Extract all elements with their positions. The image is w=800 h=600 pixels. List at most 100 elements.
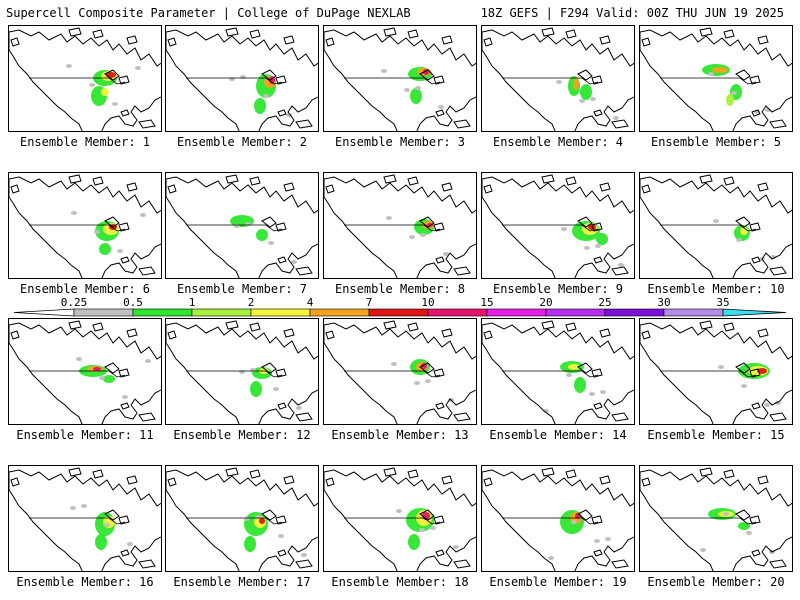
scp-contour-area [256, 229, 268, 241]
ensemble-member-map [323, 25, 477, 132]
ensemble-member-label: Ensemble Member: 20 [647, 575, 785, 589]
scp-low-value-area [122, 395, 128, 399]
us-canada-border [186, 224, 283, 232]
scp-low-value-area [145, 359, 151, 363]
colorbar-segment [486, 308, 547, 317]
ensemble-member-map [165, 172, 319, 279]
coastline [640, 29, 792, 131]
colorbar-segment [191, 308, 252, 317]
scp-contour-area [580, 84, 592, 100]
us-canada-border [660, 224, 757, 232]
map-title: Supercell Composite Parameter | College … [6, 6, 411, 20]
ensemble-member-label: Ensemble Member: 6 [19, 282, 151, 296]
scp-low-value-area [112, 102, 118, 106]
us-canada-border [29, 224, 126, 232]
lakes-and-islands [641, 320, 787, 422]
scp-low-value-area [273, 387, 279, 391]
scp-low-value-area [70, 506, 76, 510]
us-canada-border [344, 224, 441, 232]
scp-low-value-area [718, 365, 724, 369]
scp-low-value-area [99, 376, 105, 380]
coastline [166, 322, 318, 424]
lakes-and-islands [325, 27, 471, 129]
ensemble-member-map [165, 318, 319, 425]
scp-contour-area [101, 88, 109, 96]
colorbar-tick-label: 2 [248, 296, 255, 309]
ensemble-member-label: Ensemble Member: 8 [334, 282, 466, 296]
scp-low-value-area [291, 260, 297, 264]
ensemble-member-map [639, 172, 793, 279]
lakes-and-islands [10, 467, 156, 569]
scp-low-value-area [135, 66, 141, 70]
scp-low-value-area [71, 211, 77, 215]
coastline [640, 322, 792, 424]
scp-low-value-area [543, 409, 549, 413]
ensemble-member-label: Ensemble Member: 11 [16, 428, 154, 442]
ensemble-member-label: Ensemble Member: 18 [331, 575, 469, 589]
us-canada-border [502, 224, 599, 232]
scp-low-value-area [381, 69, 387, 73]
scp-low-value-area [301, 553, 307, 557]
ensemble-member-label: Ensemble Member: 12 [173, 428, 311, 442]
ensemble-member-map [323, 465, 477, 572]
coastline [166, 176, 318, 278]
scp-low-value-area [708, 72, 714, 76]
ensemble-member-label: Ensemble Member: 7 [176, 282, 308, 296]
scp-low-value-area [556, 80, 562, 84]
us-canada-border [344, 370, 441, 378]
colorbar-segment [604, 308, 665, 317]
scp-contour-area [738, 522, 750, 530]
lakes-and-islands [483, 174, 629, 276]
coastline [482, 469, 634, 571]
scp-low-value-area [278, 534, 284, 538]
scp-contour-area [244, 536, 256, 552]
scp-contour-area [588, 224, 596, 230]
us-canada-border [186, 77, 283, 85]
scp-contour-area [259, 518, 265, 524]
us-canada-border [344, 517, 441, 525]
coastline [9, 176, 161, 278]
lakes-and-islands [167, 320, 313, 422]
coastline [640, 176, 792, 278]
colorbar-tick-label: 1 [189, 296, 196, 309]
scp-contour-area [574, 377, 586, 393]
ensemble-member-map [323, 318, 477, 425]
coastline [166, 29, 318, 131]
scp-low-value-area [386, 216, 392, 220]
scp-low-value-area [723, 512, 729, 516]
colorbar-segment [368, 308, 429, 317]
colorbar-tick-label: 0.25 [61, 296, 88, 309]
ensemble-member-map [8, 172, 162, 279]
scp-low-value-area [396, 509, 402, 513]
scp-contour-area [99, 243, 111, 255]
ensemble-member-label: Ensemble Member: 13 [331, 428, 469, 442]
ensemble-member-map [323, 172, 477, 279]
scp-contour-area [740, 227, 748, 235]
scp-low-value-area [618, 263, 624, 267]
scp-contour-area [726, 94, 734, 106]
scp-low-value-area [561, 227, 567, 231]
scp-low-value-area [700, 548, 706, 552]
scp-contour-area [250, 381, 262, 397]
scp-low-value-area [453, 545, 459, 549]
lakes-and-islands [325, 467, 471, 569]
ensemble-member-map [8, 318, 162, 425]
colorbar-tick-label: 7 [366, 296, 373, 309]
scp-contour-area [427, 223, 433, 227]
us-canada-border [660, 517, 757, 525]
coastline [324, 29, 476, 131]
colorbar-tick-label: 25 [598, 296, 611, 309]
scp-low-value-area [589, 392, 595, 396]
us-canada-border [344, 77, 441, 85]
scp-low-value-area [414, 381, 420, 385]
scp-low-value-area [605, 537, 611, 541]
scp-low-value-area [104, 523, 110, 527]
ensemble-member-map [639, 25, 793, 132]
scp-low-value-area [268, 241, 274, 245]
ensemble-member-map [165, 465, 319, 572]
ensemble-member-label: Ensemble Member: 17 [173, 575, 311, 589]
scp-low-value-area [117, 249, 123, 253]
lakes-and-islands [641, 467, 787, 569]
ensemble-member-label: Ensemble Member: 14 [489, 428, 627, 442]
